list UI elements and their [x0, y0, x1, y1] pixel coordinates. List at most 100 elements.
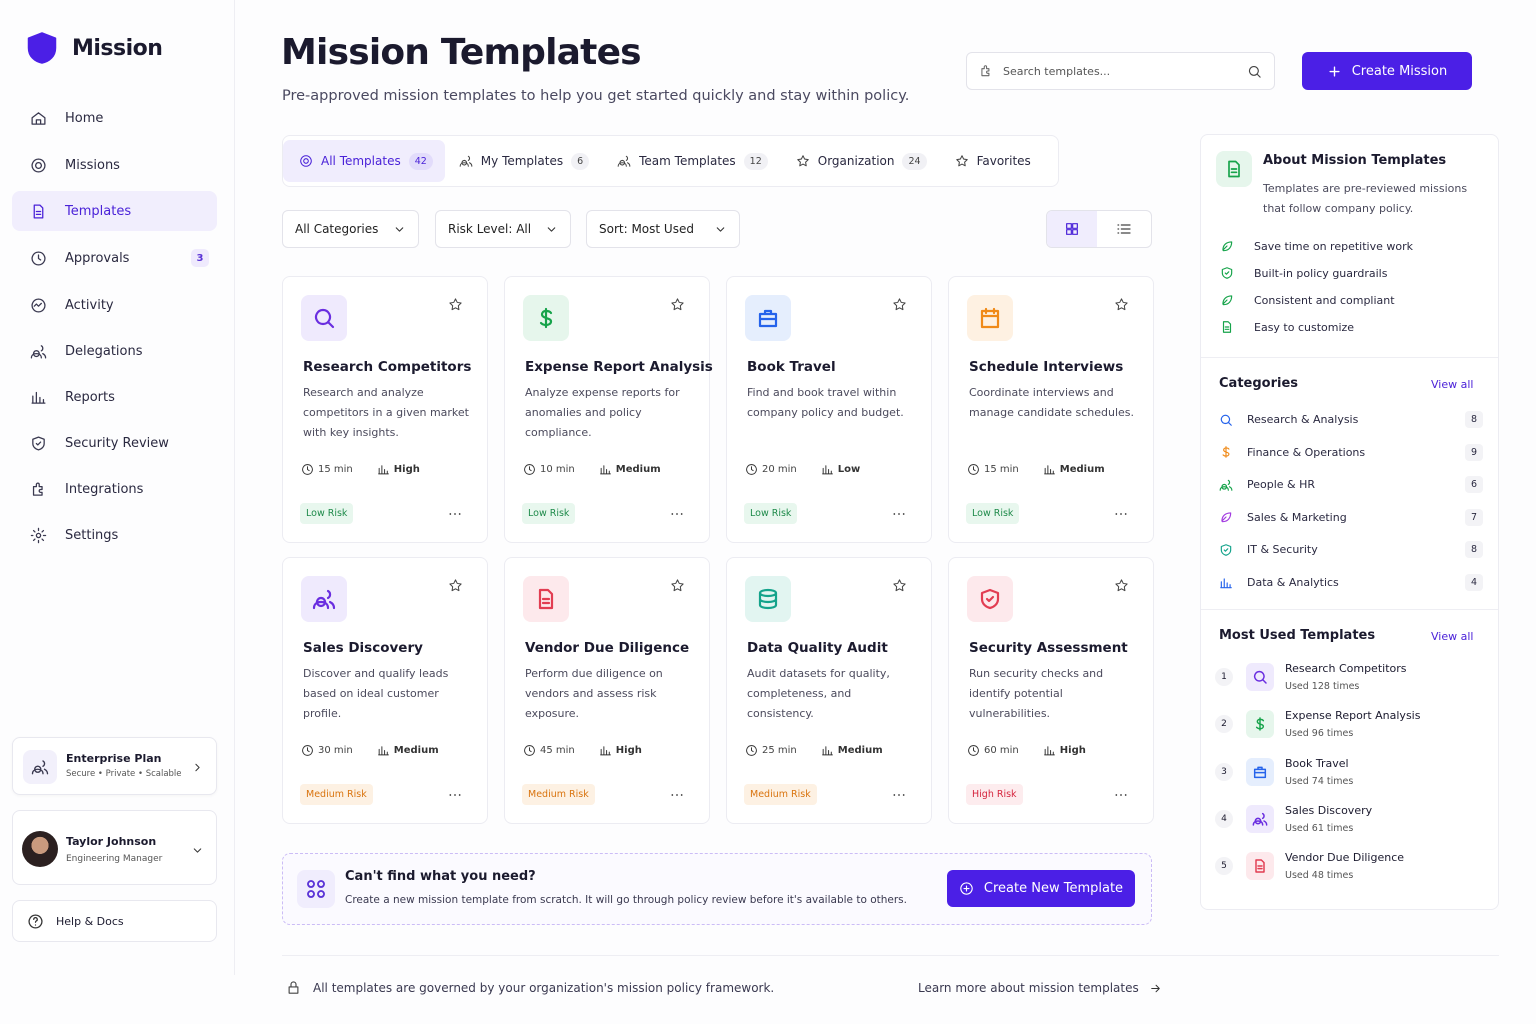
- tab[interactable]: Favorites: [941, 140, 1045, 182]
- category-item[interactable]: People & HR 6: [1219, 476, 1483, 494]
- favorite-button[interactable]: [448, 578, 463, 597]
- template-card[interactable]: Security Assessment Run security checks a…: [948, 557, 1154, 824]
- help-button[interactable]: Help & Docs: [12, 900, 217, 942]
- category-item[interactable]: Research & Analysis 8: [1219, 411, 1483, 428]
- card-title: Data Quality Audit: [747, 640, 888, 656]
- more-button[interactable]: [1113, 506, 1129, 526]
- tab-count: 42: [408, 152, 433, 170]
- user-card[interactable]: Taylor Johnson Engineering Manager: [12, 810, 217, 885]
- divider: [1201, 357, 1498, 358]
- icon: [1248, 65, 1261, 78]
- more-button[interactable]: [891, 506, 907, 526]
- icon: [32, 435, 45, 451]
- feature-label: Easy to customize: [1254, 320, 1355, 334]
- most-used-item[interactable]: 2 Expense Report Analysis Used 96 times: [1215, 706, 1485, 746]
- card-meta: 10 min Medium: [523, 463, 661, 476]
- category-item[interactable]: Sales & Marketing 7: [1219, 508, 1483, 526]
- more-button[interactable]: [669, 787, 685, 807]
- category-name: Research & Analysis: [1247, 413, 1359, 426]
- most-used-item[interactable]: 4 Sales Discovery Used 61 times: [1215, 801, 1485, 841]
- nav-item[interactable]: Activity: [12, 285, 217, 325]
- category-item[interactable]: Finance & Operations 9: [1219, 443, 1483, 461]
- template-card[interactable]: Data Quality Audit Audit datasets for qua…: [726, 557, 932, 824]
- create-mission-button[interactable]: Create Mission: [1302, 52, 1472, 90]
- icon: [288, 981, 299, 994]
- footer-link[interactable]: Learn more about mission templates: [918, 981, 1162, 995]
- nav-item[interactable]: Integrations: [12, 469, 217, 509]
- icon: [980, 307, 1000, 329]
- more-button[interactable]: [669, 506, 685, 526]
- risk-badge: Medium Risk: [300, 784, 373, 805]
- template-card[interactable]: Sales Discovery Discover and qualify lead…: [282, 557, 488, 824]
- template-card[interactable]: Schedule Interviews Coordinate interviews…: [948, 276, 1154, 543]
- most-used-item[interactable]: 1 Research Competitors Used 128 times: [1215, 659, 1485, 699]
- avatar: [22, 831, 58, 867]
- plan-card[interactable]: Enterprise Plan Secure • Private • Scalab…: [12, 737, 217, 795]
- tabs: All Templates 42 My Templates 6 Team Templat…: [282, 135, 1059, 187]
- view-all-link[interactable]: View all: [1431, 378, 1474, 391]
- feature-label: Built-in policy guardrails: [1254, 266, 1388, 280]
- card-description: Analyze expense reports for anomalies an…: [525, 386, 680, 439]
- nav-item[interactable]: Templates: [12, 191, 217, 231]
- filter-dropdown[interactable]: Risk Level: All: [435, 210, 571, 248]
- nav-item[interactable]: Reports: [12, 377, 217, 417]
- category-name: IT & Security: [1247, 543, 1318, 557]
- plan-subtitle: Secure • Private • Scalable: [66, 769, 182, 779]
- most-used-item[interactable]: 5 Vendor Due Diligence Used 48 times: [1215, 848, 1485, 888]
- template-card[interactable]: Expense Report Analysis Analyze expense r…: [504, 276, 713, 543]
- create-template-button[interactable]: Create New Template: [947, 870, 1135, 907]
- tab[interactable]: All Templates 42: [283, 140, 445, 182]
- complexity: Medium: [1059, 464, 1105, 475]
- icon: [968, 745, 979, 756]
- favorite-button[interactable]: [892, 578, 907, 597]
- icon: [377, 465, 389, 475]
- brand: Mission: [72, 35, 163, 61]
- template-card[interactable]: Vendor Due Diligence Perform due diligenc…: [504, 557, 710, 824]
- card-meta: 15 min High: [301, 463, 420, 476]
- template-name: Expense Report Analysis: [1285, 709, 1421, 723]
- grid-view-button[interactable]: [1047, 211, 1097, 247]
- template-usage: Used 128 times: [1285, 681, 1360, 692]
- favorite-button[interactable]: [1114, 297, 1129, 316]
- nav-item[interactable]: Approvals 3: [12, 238, 217, 278]
- template-card[interactable]: Research Competitors Research and analyze…: [282, 276, 488, 543]
- tab[interactable]: My Templates 6: [445, 140, 603, 182]
- nav-item[interactable]: Delegations: [12, 331, 217, 371]
- nav-item[interactable]: Home: [12, 98, 217, 138]
- more-button[interactable]: [891, 787, 907, 807]
- tab[interactable]: Organization 24: [782, 140, 941, 182]
- icon: [31, 250, 46, 266]
- filter-dropdown[interactable]: Sort: Most Used: [586, 210, 740, 248]
- category-item[interactable]: IT & Security 8: [1219, 541, 1483, 559]
- favorite-button[interactable]: [1114, 578, 1129, 597]
- nav-item[interactable]: Missions: [12, 145, 217, 185]
- icon: [671, 513, 683, 515]
- filter-dropdown[interactable]: All Categories: [282, 210, 419, 248]
- complexity: Medium: [615, 464, 661, 475]
- favorite-button[interactable]: [448, 297, 463, 316]
- more-button[interactable]: [447, 787, 463, 807]
- most-used-item[interactable]: 3 Book Travel Used 74 times: [1215, 754, 1485, 794]
- icon: [746, 464, 757, 475]
- nav-item[interactable]: Security Review: [12, 423, 217, 463]
- chevron: [191, 842, 204, 861]
- risk-badge: Low Risk: [966, 503, 1020, 524]
- view-all-link[interactable]: View all: [1431, 630, 1474, 643]
- icon: [1255, 859, 1265, 873]
- favorite-button[interactable]: [670, 297, 685, 316]
- nav-badge: 3: [191, 249, 209, 267]
- tab[interactable]: Team Templates 12: [603, 140, 782, 182]
- icon: [1115, 794, 1127, 796]
- nav-item[interactable]: Settings: [12, 515, 217, 555]
- more-button[interactable]: [447, 506, 463, 526]
- more-button[interactable]: [1113, 787, 1129, 807]
- template-card[interactable]: Book Travel Find and book travel within c…: [726, 276, 932, 543]
- favorite-button[interactable]: [892, 297, 907, 316]
- icon: [821, 465, 833, 475]
- icon: [893, 513, 905, 515]
- icon: [31, 297, 46, 313]
- favorite-button[interactable]: [670, 578, 685, 597]
- category-item[interactable]: Data & Analytics 4: [1219, 574, 1483, 591]
- search-box[interactable]: Search templates...: [966, 52, 1275, 90]
- list-view-button[interactable]: [1097, 211, 1151, 247]
